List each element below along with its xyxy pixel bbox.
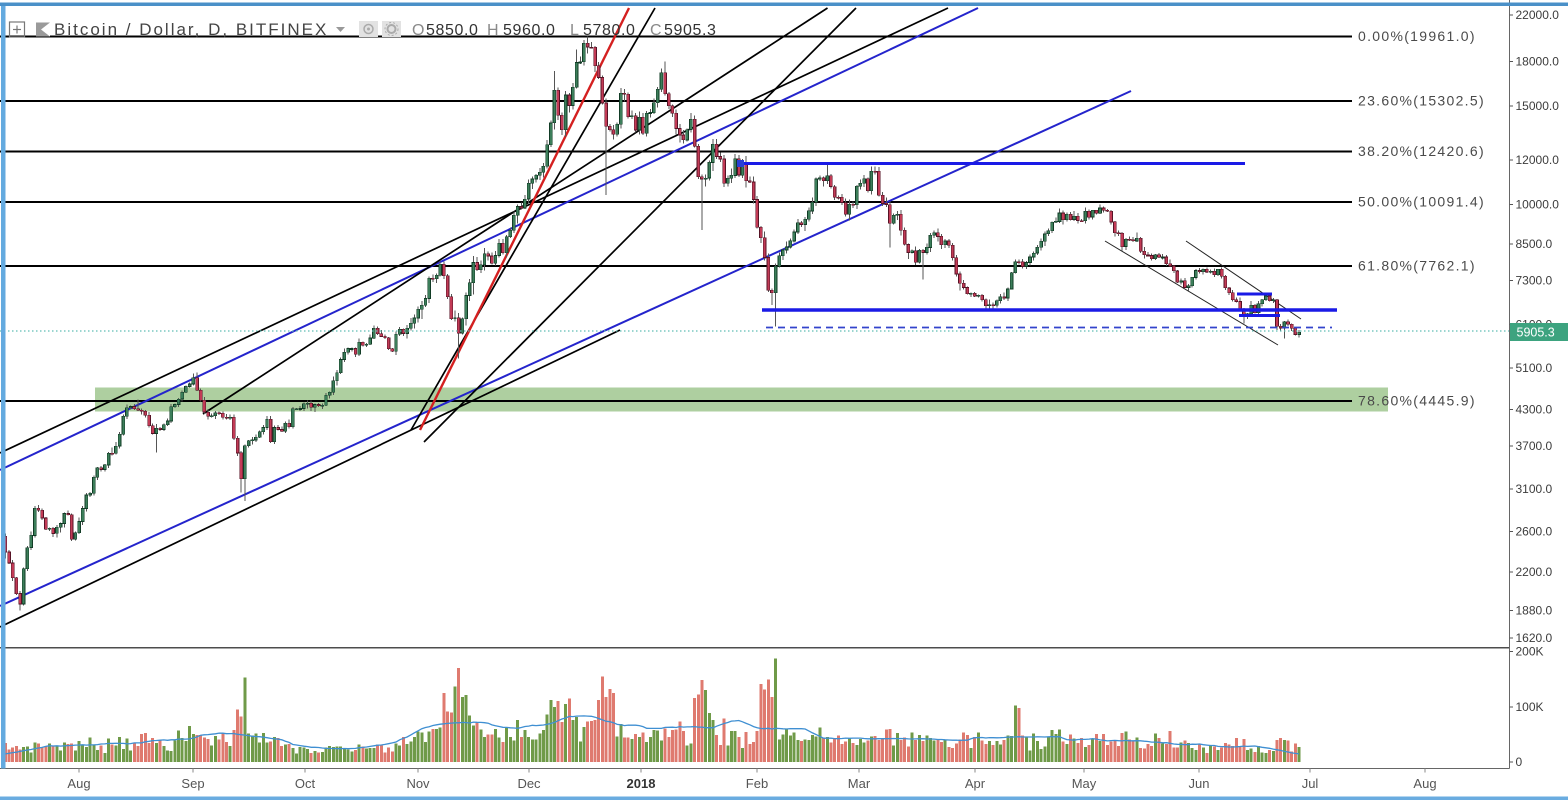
- svg-text:5780.0: 5780.0: [583, 22, 636, 39]
- svg-text:C: C: [650, 22, 662, 39]
- svg-text:200K: 200K: [1516, 645, 1544, 659]
- svg-text:5905.3: 5905.3: [1517, 326, 1555, 340]
- svg-text:Bitcoin / Dollar, D, BITFINEX: Bitcoin / Dollar, D, BITFINEX: [54, 20, 328, 39]
- svg-text:H: H: [487, 22, 499, 39]
- svg-text:Jun: Jun: [1189, 776, 1210, 791]
- svg-text:Dec: Dec: [517, 776, 541, 791]
- svg-text:Aug: Aug: [1413, 776, 1436, 791]
- svg-text:5100.0: 5100.0: [1516, 361, 1553, 375]
- svg-text:Oct: Oct: [295, 776, 316, 791]
- svg-text:5960.0: 5960.0: [503, 22, 556, 39]
- svg-text:L: L: [570, 22, 579, 39]
- svg-text:15000.0: 15000.0: [1516, 99, 1560, 113]
- svg-text:38.20%(12420.6): 38.20%(12420.6): [1358, 143, 1485, 159]
- svg-text:7300.0: 7300.0: [1516, 274, 1553, 288]
- svg-text:22000.0: 22000.0: [1516, 8, 1560, 22]
- svg-text:Aug: Aug: [67, 776, 90, 791]
- svg-text:2200.0: 2200.0: [1516, 565, 1553, 579]
- svg-text:Mar: Mar: [848, 776, 871, 791]
- svg-text:61.80%(7762.1): 61.80%(7762.1): [1358, 257, 1476, 273]
- svg-text:1620.0: 1620.0: [1516, 631, 1553, 645]
- svg-text:12000.0: 12000.0: [1516, 153, 1560, 167]
- svg-text:0.00%(19961.0): 0.00%(19961.0): [1358, 28, 1476, 44]
- svg-text:10000.0: 10000.0: [1516, 197, 1560, 211]
- svg-text:78.60%(4445.9): 78.60%(4445.9): [1358, 393, 1476, 409]
- svg-text:50.00%(10091.4): 50.00%(10091.4): [1358, 194, 1485, 210]
- svg-text:4300.0: 4300.0: [1516, 402, 1553, 416]
- svg-text:May: May: [1072, 776, 1097, 791]
- svg-text:3100.0: 3100.0: [1516, 482, 1553, 496]
- svg-text:O: O: [412, 22, 424, 39]
- svg-text:2018: 2018: [627, 776, 656, 791]
- svg-text:5905.3: 5905.3: [664, 22, 717, 39]
- svg-text:2600.0: 2600.0: [1516, 525, 1553, 539]
- svg-text:Sep: Sep: [181, 776, 204, 791]
- svg-text:1880.0: 1880.0: [1516, 603, 1553, 617]
- svg-text:Apr: Apr: [965, 776, 986, 791]
- svg-text:18000.0: 18000.0: [1516, 55, 1560, 69]
- svg-text:8500.0: 8500.0: [1516, 237, 1553, 251]
- svg-text:Nov: Nov: [406, 776, 430, 791]
- svg-text:100K: 100K: [1516, 700, 1544, 714]
- svg-text:23.60%(15302.5): 23.60%(15302.5): [1358, 93, 1485, 109]
- svg-text:Feb: Feb: [746, 776, 768, 791]
- svg-text:Jul: Jul: [1302, 776, 1319, 791]
- svg-text:3700.0: 3700.0: [1516, 439, 1553, 453]
- svg-text:0: 0: [1516, 755, 1523, 769]
- svg-text:5850.0: 5850.0: [426, 22, 479, 39]
